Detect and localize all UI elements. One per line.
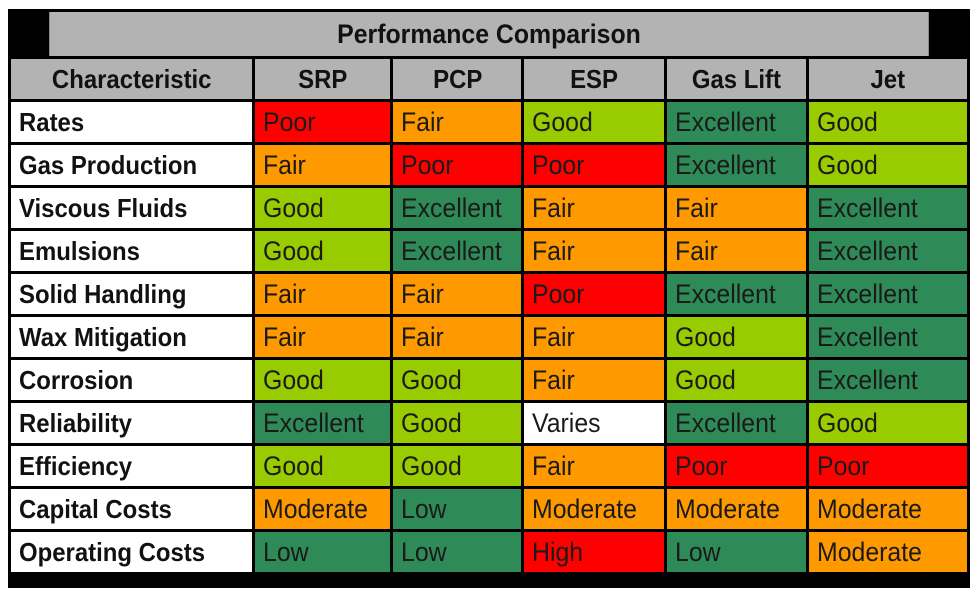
table-row: Operating Costs Low Low High Low Moderate [11,532,967,572]
rating-cell: Moderate [808,532,967,572]
rating-cell: Good [254,446,391,486]
rating-cell: Excellent [666,145,806,185]
rating-cell: Fair [254,274,391,314]
comparison-grid: Characteristic SRP PCP ESP Gas Lift Jet … [8,56,970,575]
rating-cell: Excellent [666,403,806,443]
rating-cell: Good [393,446,522,486]
table-row: Gas Production Fair Poor Poor Excellent Good [11,145,967,185]
rating-cell: Moderate [808,489,967,529]
rating-cell: Excellent [808,231,967,271]
rating-cell: Excellent [666,274,806,314]
rating-cell: Excellent [808,360,967,400]
rating-cell: Fair [393,317,522,357]
rating-cell: Fair [524,188,664,228]
rating-cell: Moderate [254,489,391,529]
column-header-gas-lift: Gas Lift [666,59,806,99]
rating-cell: Low [254,532,391,572]
rating-cell: Poor [524,145,664,185]
rating-cell: Fair [254,145,391,185]
rating-cell: Excellent [393,188,522,228]
rating-cell: Excellent [808,188,967,228]
rating-cell: Good [254,360,391,400]
rating-cell: Good [393,360,522,400]
rating-cell: Good [393,403,522,443]
rating-cell: Fair [393,274,522,314]
rating-cell: Poor [808,446,967,486]
row-label: Efficiency [11,446,252,486]
rating-cell: Excellent [808,274,967,314]
rating-cell: Moderate [666,489,806,529]
row-label: Capital Costs [11,489,252,529]
rating-cell: Fair [524,360,664,400]
rating-cell: Good [808,403,967,443]
rating-cell: Good [254,231,391,271]
rating-cell: Excellent [666,102,806,142]
table-row: Efficiency Good Good Fair Poor Poor [11,446,967,486]
row-label: Emulsions [11,231,252,271]
performance-comparison-table: Performance Comparison Characteristic SR… [8,9,970,588]
rating-cell: Fair [666,231,806,271]
rating-cell: Fair [524,317,664,357]
rating-cell: Good [808,102,967,142]
table-row: Reliability Excellent Good Varies Excellent G… [11,403,967,443]
rating-cell: Good [524,102,664,142]
rating-cell: Low [393,489,522,529]
row-label: Wax Mitigation [11,317,252,357]
rating-cell: Poor [254,102,391,142]
row-label: Rates [11,102,252,142]
row-label: Gas Production [11,145,252,185]
rating-cell: Fair [393,102,522,142]
table-row: Solid Handling Fair Fair Poor Excellent Excel… [11,274,967,314]
rating-cell: Poor [393,145,522,185]
rating-cell: Excellent [393,231,522,271]
rating-cell: Good [254,188,391,228]
row-label: Solid Handling [11,274,252,314]
column-header-pcp: PCP [393,59,522,99]
rating-cell: Poor [666,446,806,486]
row-label: Reliability [11,403,252,443]
row-label: Operating Costs [11,532,252,572]
table-row: Emulsions Good Excellent Fair Fair Excellent [11,231,967,271]
rating-cell: High [524,532,664,572]
column-header-srp: SRP [254,59,391,99]
rating-cell: Fair [524,446,664,486]
rating-cell: Varies [524,403,664,443]
column-header-esp: ESP [524,59,664,99]
rating-cell: Fair [524,231,664,271]
table-row: Corrosion Good Good Fair Good Excellent [11,360,967,400]
column-header-jet: Jet [808,59,967,99]
rating-cell: Low [393,532,522,572]
rating-cell: Good [808,145,967,185]
column-header-characteristic: Characteristic [11,59,252,99]
rating-cell: Moderate [524,489,664,529]
row-label: Corrosion [11,360,252,400]
rating-cell: Excellent [254,403,391,443]
rating-cell: Low [666,532,806,572]
row-label: Viscous Fluids [11,188,252,228]
rating-cell: Excellent [808,317,967,357]
header-row: Characteristic SRP PCP ESP Gas Lift Jet [11,59,967,99]
table-row: Viscous Fluids Good Excellent Fair Fair Excel… [11,188,967,228]
table-row: Rates Poor Fair Good Excellent Good [11,102,967,142]
table-row: Wax Mitigation Fair Fair Fair Good Excellent [11,317,967,357]
rating-cell: Good [666,317,806,357]
rating-cell: Poor [524,274,664,314]
rating-cell: Fair [254,317,391,357]
rating-cell: Good [666,360,806,400]
table-title: Performance Comparison [49,12,929,56]
rating-cell: Fair [666,188,806,228]
table-row: Capital Costs Moderate Low Moderate Moderate… [11,489,967,529]
